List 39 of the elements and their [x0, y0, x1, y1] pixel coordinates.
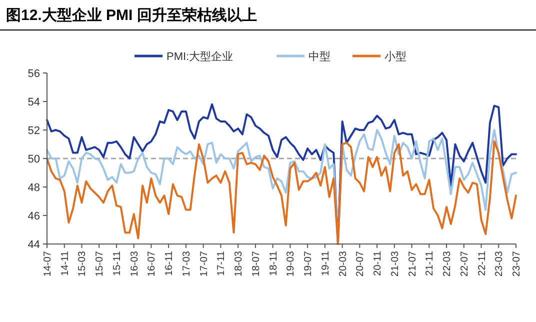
- x-tick-label: 15-07: [94, 250, 106, 277]
- x-tick-label: 16-11: [164, 250, 176, 276]
- x-tick-label: 15-03: [77, 250, 88, 277]
- x-tick-label: 18-11: [268, 250, 280, 276]
- x-tick-label: 17-11: [216, 250, 228, 276]
- x-tick-label: 17-07: [198, 250, 210, 277]
- x-tick-label: 18-07: [250, 250, 262, 277]
- x-tick-label: 17-03: [181, 250, 192, 277]
- legend-label: PMI:大型企业: [166, 50, 234, 63]
- x-tick-label: 23-03: [494, 250, 506, 277]
- x-tick-label: 20-11: [372, 250, 384, 276]
- y-tick-label: 54: [28, 96, 40, 108]
- y-tick-label: 44: [28, 238, 40, 251]
- legend-label: 小型: [384, 50, 406, 63]
- x-tick-label: 22-07: [459, 250, 470, 277]
- x-tick-label: 16-07: [146, 250, 158, 277]
- x-tick-label: 21-03: [390, 250, 401, 277]
- y-tick-label: 52: [28, 124, 40, 137]
- x-tick-label: 22-11: [476, 250, 488, 276]
- x-tick-label: 21-07: [407, 250, 418, 277]
- x-tick-label: 16-03: [129, 250, 140, 277]
- x-tick-label: 23-07: [512, 250, 522, 277]
- x-tick-label: 14-07: [42, 250, 54, 277]
- y-tick-label: 48: [28, 182, 40, 194]
- y-tick-label: 46: [28, 210, 40, 222]
- y-tick-label: 50: [28, 153, 40, 166]
- legend-label: 中型: [308, 50, 330, 63]
- x-tick-label: 18-03: [234, 250, 245, 277]
- chart-title: 图12.大型企业 PMI 回升至荣枯线以上: [6, 7, 257, 24]
- x-tick-label: 14-11: [60, 250, 71, 276]
- x-tick-label: 19-11: [320, 250, 332, 276]
- x-tick-label: 22-03: [442, 250, 454, 277]
- y-tick-label: 56: [28, 68, 40, 80]
- x-tick-label: 19-07: [303, 250, 314, 277]
- x-tick-label: 15-11: [112, 250, 123, 276]
- x-tick-label: 20-03: [338, 250, 349, 277]
- x-tick-label: 19-03: [286, 250, 297, 277]
- x-tick-label: 20-07: [355, 250, 366, 277]
- x-tick-label: 21-11: [424, 250, 436, 276]
